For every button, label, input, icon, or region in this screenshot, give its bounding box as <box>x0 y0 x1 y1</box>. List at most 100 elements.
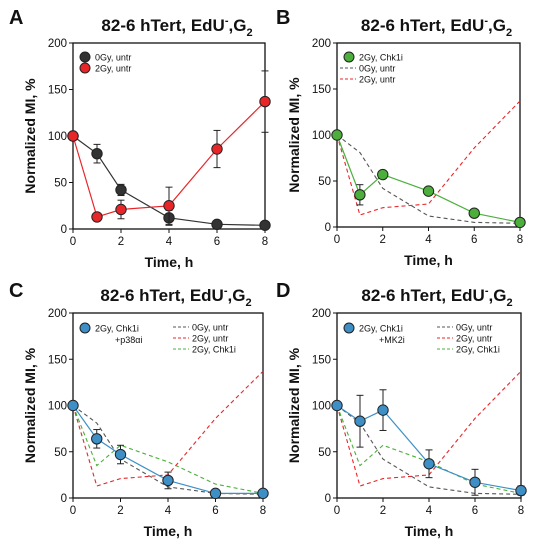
y-tick-label: 150 <box>48 85 67 97</box>
x-tick-label: 6 <box>214 236 220 248</box>
title-subscript: 2 <box>506 297 512 309</box>
data-point <box>91 211 103 223</box>
legend-marker <box>343 51 355 63</box>
x-tick-label: 4 <box>165 505 172 517</box>
title-subscript: 2 <box>245 297 251 309</box>
x-tick-label: 6 <box>471 234 477 246</box>
x-tick-label: 2 <box>117 505 123 517</box>
x-tick-label: 8 <box>262 236 268 248</box>
y-tick-label: 50 <box>318 447 331 459</box>
x-tick-label: 6 <box>212 505 218 517</box>
y-tick-label: 200 <box>312 308 331 320</box>
y-tick-label: 0 <box>61 224 67 236</box>
title-superscript: - <box>224 285 228 297</box>
data-point <box>468 207 480 219</box>
chart-title: 82-6 hTert, EdU-,G2 <box>361 285 512 309</box>
series-line <box>72 405 264 494</box>
y-tick-label: 0 <box>325 493 331 505</box>
x-tick-label: 4 <box>426 505 433 517</box>
y-tick-label: 0 <box>61 493 67 505</box>
series-0 <box>67 399 269 500</box>
title-continuation: ,G <box>488 16 506 35</box>
legend-label: 2Gy, Chk1i <box>359 324 403 334</box>
series-line <box>336 405 522 494</box>
series-line <box>72 101 266 218</box>
x-axis-label: Time, h <box>405 523 454 539</box>
data-point <box>259 95 271 108</box>
legend-marker <box>79 322 91 334</box>
series-line <box>72 405 263 494</box>
x-tick-label: 4 <box>166 236 173 248</box>
legend-label: 2Gy, untr <box>95 64 131 74</box>
title-subscript: 2 <box>246 27 252 39</box>
panel-c: C 82-6 hTert, EdU-,G20 2 4 6 8050100150200Tim… <box>9 280 269 539</box>
legend-label: 0Gy, untr <box>359 64 395 74</box>
x-axis-label: Time, h <box>404 252 453 268</box>
title-continuation: ,G <box>229 16 247 35</box>
legend-label: 2Gy, Chk1i <box>359 53 403 63</box>
series-3 <box>72 405 264 494</box>
panel-letter: D <box>276 280 290 302</box>
series-0 <box>331 389 527 497</box>
y-tick-label: 200 <box>48 308 67 320</box>
data-point <box>331 129 343 141</box>
title-superscript: - <box>484 15 488 27</box>
x-tick-label: 8 <box>260 505 266 517</box>
legend-label: 0Gy, untr <box>456 323 492 333</box>
y-tick-label: 150 <box>312 84 331 96</box>
panel-a: A 82-6 hTert, EdU-,G20 2 4 6 8050100150200Tim… <box>9 7 271 270</box>
x-tick-label: 6 <box>472 505 478 517</box>
legend-label: 2Gy, untr <box>359 75 395 85</box>
data-point <box>515 484 527 497</box>
legend-label: +MK2i <box>379 335 405 345</box>
series-1 <box>336 134 521 224</box>
legend-label: 2Gy, Chk1i <box>95 324 139 334</box>
title-superscript: - <box>225 15 229 27</box>
data-point <box>91 433 103 445</box>
series-2 <box>72 370 264 487</box>
y-tick-label: 50 <box>54 178 67 190</box>
series-line <box>72 370 264 487</box>
title-main: 82-6 hTert, EdU <box>361 286 484 305</box>
x-tick-label: 2 <box>380 234 386 246</box>
title-main: 82-6 hTert, EdU <box>101 16 224 35</box>
data-point <box>67 130 79 142</box>
x-axis-label: Time, h <box>145 254 194 270</box>
title-superscript: - <box>485 285 489 297</box>
title-main: 82-6 hTert, EdU <box>100 286 223 305</box>
data-point <box>91 147 103 160</box>
series-line <box>336 134 521 224</box>
legend-marker <box>343 322 355 334</box>
y-tick-label: 150 <box>48 354 67 366</box>
x-tick-label: 2 <box>118 236 124 248</box>
data-point <box>114 448 127 461</box>
data-point <box>115 203 127 216</box>
x-tick-label: 8 <box>518 505 524 517</box>
y-tick-label: 50 <box>54 447 67 459</box>
panel-d: D 82-6 hTert, EdU-,G20 2 4 6 8050100150200Tim… <box>276 280 527 539</box>
x-tick-label: 4 <box>425 234 432 246</box>
y-axis-label: Normalized MI, % <box>22 347 38 463</box>
y-tick-label: 0 <box>325 222 331 234</box>
x-tick-label: 0 <box>70 236 76 248</box>
legend-label: 0Gy, untr <box>192 323 228 333</box>
data-point <box>162 474 174 487</box>
data-point <box>354 415 366 427</box>
legend-marker <box>79 62 91 74</box>
x-tick-label: 0 <box>334 234 340 246</box>
legend-label: 2Gy, Chk1i <box>192 345 236 355</box>
panel-letter: B <box>276 7 290 29</box>
legend-marker <box>79 51 91 63</box>
data-point <box>377 168 389 181</box>
data-point <box>67 399 79 412</box>
y-tick-label: 150 <box>312 354 331 366</box>
x-axis-label: Time, h <box>144 523 193 539</box>
y-tick-label: 200 <box>312 38 331 50</box>
y-tick-label: 100 <box>48 401 67 413</box>
y-axis-label: Normalized MI, % <box>286 347 302 463</box>
